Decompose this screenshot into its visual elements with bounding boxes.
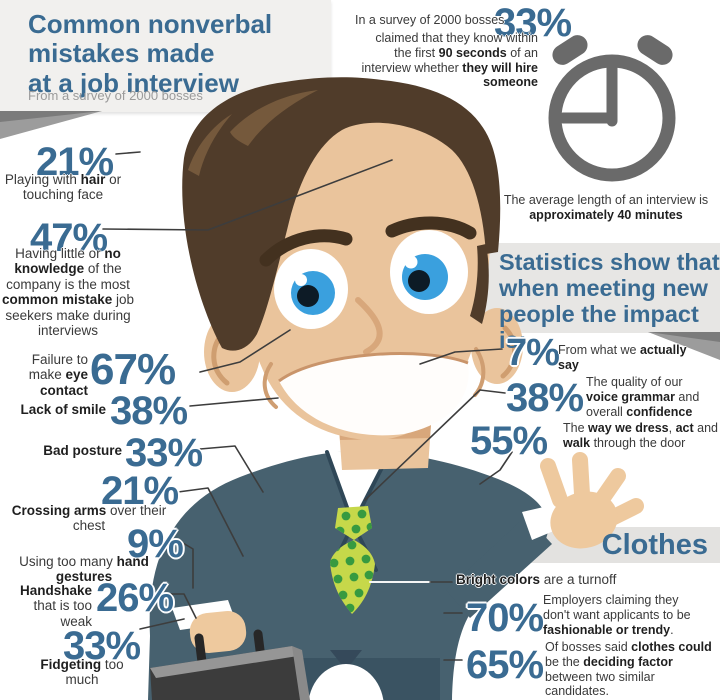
hair <box>182 77 501 351</box>
stat-crossing-arms-percentage: 21% <box>101 469 179 513</box>
impact-voice-percentage: 38% <box>506 376 584 420</box>
nose <box>355 297 383 355</box>
trousers-and-shirt-tail <box>302 650 440 700</box>
impact-say-label: From what we actually say <box>558 343 687 372</box>
page-title: Common nonverbal mistakes made at a job … <box>28 9 273 98</box>
impact-heading: Statistics show that when meeting new pe… <box>499 249 720 353</box>
clothes-heading: Clothes <box>601 529 708 561</box>
stat-knowledge-label: Having little or no knowledge of the com… <box>1 246 135 338</box>
stat-eye-contact-percentage: 67% <box>90 345 176 394</box>
right-forearm <box>446 516 552 618</box>
stat-posture-label: Bad posture <box>43 443 122 458</box>
callout-lines <box>102 151 513 661</box>
impact-voice-label: The quality of our voice grammar and ove… <box>586 375 700 419</box>
stat-crossing-arms-label: Crossing arms over their chest <box>11 503 167 534</box>
impact-dress-label: The way we dress, act and walk through t… <box>563 421 718 450</box>
stat-hair-label: Playing with hair or touching face <box>4 172 122 203</box>
first-impression-percentage: 33% <box>494 1 572 45</box>
impact-dress-percentage: 55% <box>470 419 548 463</box>
alarm-clock-icon <box>548 35 676 182</box>
stat-hair-percentage: 21% <box>36 140 114 184</box>
stat-hand-gestures-percentage: 9% <box>127 522 184 566</box>
ribbon-arrow-right-icon <box>648 332 720 360</box>
page-subtitle: From a survey of 2000 bosses <box>28 88 203 103</box>
stat-knowledge-percentage: 47% <box>30 216 108 260</box>
stat-smile-label: Lack of smile <box>20 402 106 417</box>
ribbon-arrow-left-icon <box>0 111 102 139</box>
shirt-cuff-right <box>522 506 556 540</box>
clothes-deciding-label: Of bosses said clothes could be the deci… <box>545 640 712 699</box>
right-eye <box>390 230 468 314</box>
stat-eye-contact-label: Failure to make eye contact <box>28 352 88 398</box>
clothes-bright-colors-note: Bright colors are a turnoff <box>456 572 617 587</box>
impact-say-percentage: 7% <box>506 332 560 374</box>
clock-caption: The average length of an interview is ap… <box>503 193 709 222</box>
clothes-trendy-label: Employers claiming they don't want appli… <box>543 593 691 637</box>
stat-hand-gestures-label: Using too many hand gestures <box>19 554 149 585</box>
clothes-trendy-percentage: 70% <box>466 596 544 640</box>
waving-hand <box>540 452 644 549</box>
stat-fidgeting-percentage: 33% <box>63 624 141 668</box>
stat-handshake-percentage: 26% <box>96 576 174 620</box>
stat-posture-percentage: 33% <box>125 431 203 475</box>
briefcase-icon <box>150 646 310 700</box>
stat-smile-percentage: 38% <box>110 389 188 433</box>
smile <box>262 347 486 436</box>
first-impression-intro: In a survey of 2000 bosses <box>355 13 505 27</box>
stat-fidgeting-label: Fidgeting too much <box>40 657 124 688</box>
left-eye <box>274 249 348 329</box>
eyebrows <box>259 216 477 267</box>
first-impression-detail: claimed that they know within the first … <box>361 31 538 90</box>
impact-panel <box>480 243 720 333</box>
clothes-deciding-percentage: 65% <box>466 643 544 687</box>
businessman-figure <box>148 77 644 700</box>
stat-handshake-label: Handshake that is too weak <box>19 583 92 629</box>
